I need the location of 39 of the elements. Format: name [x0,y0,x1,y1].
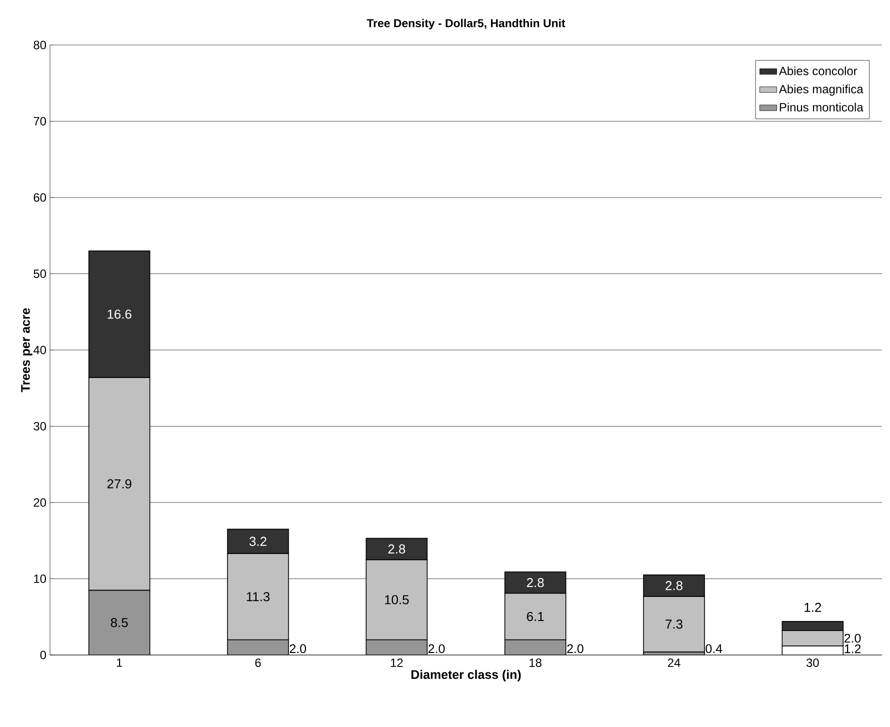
x-tick-label: 18 [530,658,542,667]
data-label: 11.3 [246,592,270,602]
y-tick-label: 0 [40,650,46,660]
data-label: 2.8 [388,544,406,554]
data-label: 16.6 [108,310,132,319]
x-tick-label: 30 [806,658,819,667]
y-tick-label: 30 [34,422,46,430]
data-label: 27.9 [107,479,132,488]
data-label: 2.0 [428,644,445,654]
chart-title: Tree Density - Dollar5, Handthin Unit [366,18,566,30]
data-label: 1.2 [844,644,861,654]
x-tick-label: 24 [668,658,680,667]
data-label: 2.0 [567,644,584,654]
data-label: 2.0 [290,644,306,654]
data-label: 2.8 [526,578,544,588]
y-tick-label: 10 [34,574,46,583]
y-axis-title: Trees per acre [21,308,32,392]
y-tick-label: 50 [34,270,46,278]
legend-label: Abies magnifica [778,84,864,96]
y-tick-label: 60 [34,193,46,202]
y-tick-label: 80 [34,40,46,50]
legend-label: Abies concolor [778,66,858,76]
x-axis-title: Diameter class (in) [411,670,521,682]
data-label: 7.3 [666,620,682,629]
data-label: 1.2 [804,602,822,612]
legend-label: Pinus monticola [780,102,864,112]
x-tick-label: 12 [390,658,403,667]
data-label: 0.4 [706,644,722,654]
x-tick-label: 1 [116,658,122,667]
data-label: 3.2 [250,536,266,546]
data-label: 6.1 [526,612,544,622]
y-tick-label: 20 [34,498,46,507]
y-tick-label: 40 [33,346,46,354]
data-label: 2.0 [844,634,861,643]
y-tick-label: 70 [34,117,46,126]
data-label: 8.5 [110,618,128,628]
x-tick-label: 6 [255,658,261,667]
data-label: 10.5 [385,595,409,604]
data-label: 2.8 [666,581,682,590]
